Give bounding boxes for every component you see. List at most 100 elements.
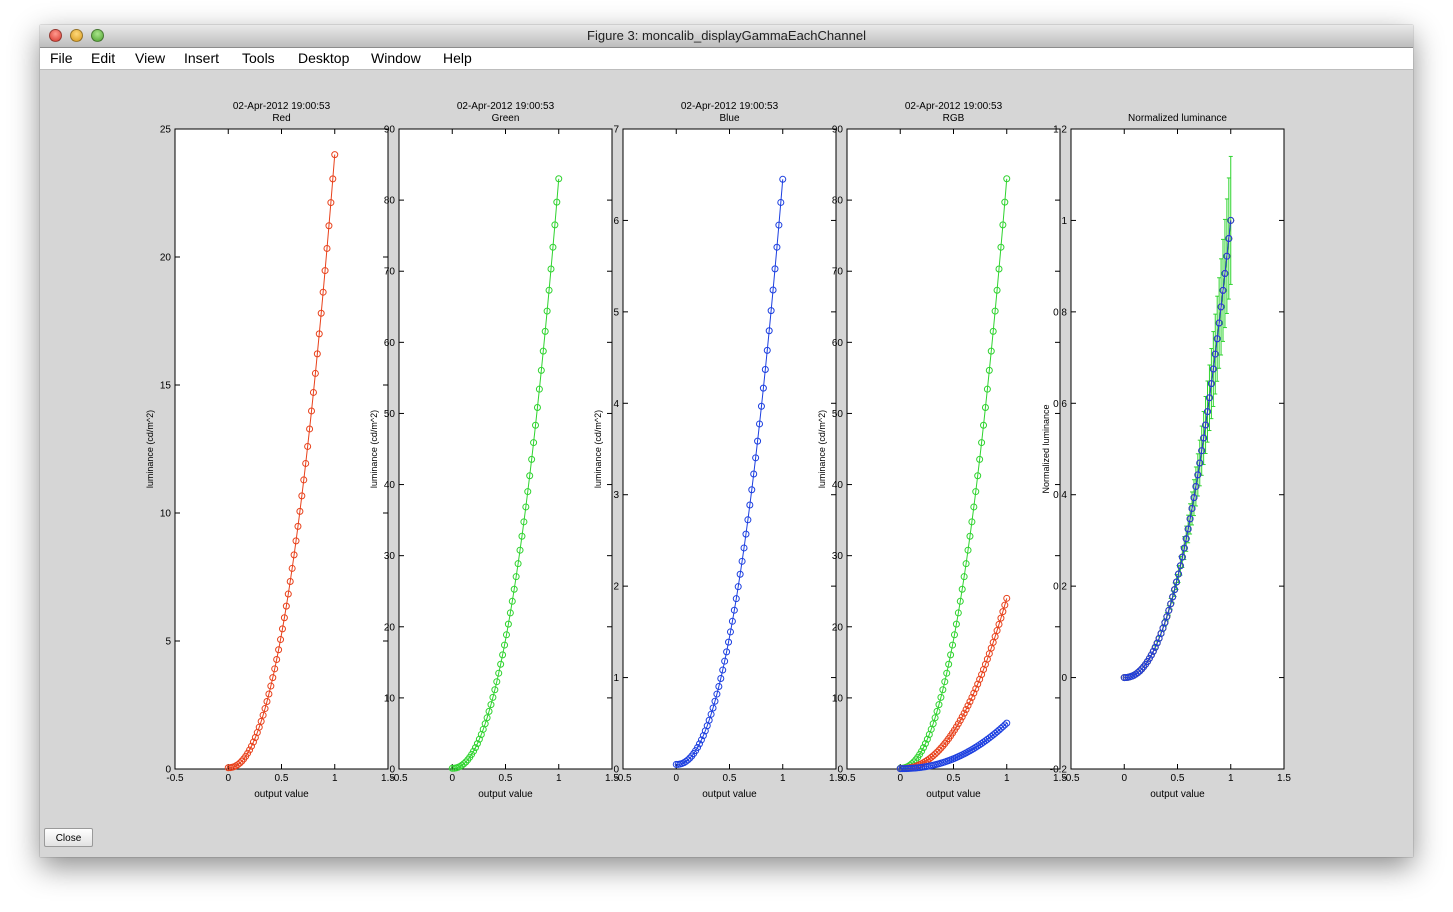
close-button[interactable]: Close [44, 828, 93, 847]
data-point [950, 631, 958, 639]
data-point [261, 705, 269, 713]
data-point [773, 243, 781, 251]
data-point [949, 641, 957, 649]
y-axis-label: Normalized luminance [1041, 404, 1051, 493]
y-tick-label: 30 [832, 551, 844, 562]
data-point [288, 564, 296, 572]
y-tick-label: 60 [384, 338, 396, 349]
data-point [247, 742, 255, 750]
x-tick-label: 1 [1004, 773, 1010, 784]
window-title: Figure 3: moncalib_displayGammaEachChann… [587, 28, 866, 43]
data-point [280, 614, 288, 622]
data-point [985, 366, 993, 374]
y-tick-label: 0 [1061, 673, 1067, 684]
data-point [249, 738, 257, 746]
data-point [1225, 235, 1233, 243]
data-point [269, 674, 277, 682]
menu-tools[interactable]: Tools [242, 50, 275, 66]
data-point [968, 693, 976, 701]
data-point [721, 657, 729, 665]
data-point [541, 327, 549, 335]
data-point [978, 439, 986, 447]
data-point [941, 678, 949, 686]
data-point [989, 327, 997, 335]
data-point [304, 442, 312, 450]
y-tick-label: 0.2 [1053, 582, 1067, 593]
y-tick-label: 1.2 [1053, 125, 1067, 136]
data-point [483, 714, 491, 722]
data-point [966, 698, 974, 706]
data-point [290, 551, 298, 559]
menu-window[interactable]: Window [371, 50, 421, 66]
data-point [267, 682, 275, 690]
y-tick-label: 40 [384, 480, 396, 491]
data-point [956, 597, 964, 605]
data-point [983, 385, 991, 393]
y-tick-label: 50 [832, 409, 844, 420]
data-point [1136, 667, 1144, 675]
series-blue [896, 719, 1011, 773]
x-tick-label: 1 [780, 773, 786, 784]
axes-title: Green [492, 113, 520, 124]
data-point [1165, 606, 1173, 614]
data-point [937, 744, 945, 752]
y-tick-label: 0 [389, 765, 395, 776]
x-tick-label: 1.5 [1053, 773, 1067, 784]
data-point [282, 602, 290, 610]
data-point [1169, 593, 1177, 601]
menu-view[interactable]: View [135, 50, 166, 66]
y-tick-label: 30 [384, 551, 396, 562]
menu-desktop[interactable]: Desktop [298, 50, 350, 66]
x-tick-label: 0.5 [723, 773, 737, 784]
data-point [1190, 494, 1198, 502]
window-close-icon[interactable] [49, 29, 62, 42]
data-point [775, 221, 783, 229]
data-point [1163, 613, 1171, 621]
menu-file[interactable]: File [50, 50, 73, 66]
data-point [929, 720, 937, 728]
y-tick-label: 5 [613, 307, 619, 318]
window-zoom-icon[interactable] [91, 29, 104, 42]
y-tick-label: 5 [165, 637, 171, 648]
menu-help[interactable]: Help [443, 50, 472, 66]
data-point [937, 693, 945, 701]
axes-box [622, 128, 837, 770]
data-point [259, 711, 267, 719]
data-point [699, 732, 707, 740]
x-tick-label: 0.5 [275, 773, 289, 784]
y-axis-label: luminance (cd/m^2) [145, 410, 155, 488]
menu-insert[interactable]: Insert [184, 50, 220, 66]
data-point [1001, 601, 1009, 609]
data-point [734, 583, 742, 591]
data-point [1188, 504, 1196, 512]
x-tick-label: 1.5 [829, 773, 843, 784]
data-point [518, 532, 526, 540]
data-point [246, 746, 254, 754]
data-point [487, 701, 495, 709]
y-tick-label: 60 [832, 338, 844, 349]
menu-edit[interactable]: Edit [91, 50, 116, 66]
data-point [931, 714, 939, 722]
data-point [923, 735, 931, 743]
data-point [460, 760, 468, 768]
window-minimize-icon[interactable] [70, 29, 83, 42]
data-point [489, 693, 497, 701]
data-point [1149, 647, 1157, 655]
axes-timestamp: 02-Apr-2012 19:00:53 [233, 101, 331, 112]
data-point [537, 366, 545, 374]
data-point [725, 638, 733, 646]
data-point [752, 454, 760, 462]
axes-title: Blue [719, 113, 739, 124]
data-point [707, 710, 715, 718]
data-point [968, 518, 976, 526]
data-point [501, 641, 509, 649]
title-bar[interactable]: Figure 3: moncalib_displayGammaEachChann… [40, 25, 1413, 48]
data-point [265, 690, 273, 698]
data-point [958, 713, 966, 721]
data-point [1194, 471, 1202, 479]
data-point [997, 614, 1005, 622]
data-point [954, 720, 962, 728]
data-point [995, 726, 1003, 734]
data-point [238, 757, 246, 765]
menu-bar: File Edit View Insert Tools Desktop Wind… [40, 48, 1413, 70]
